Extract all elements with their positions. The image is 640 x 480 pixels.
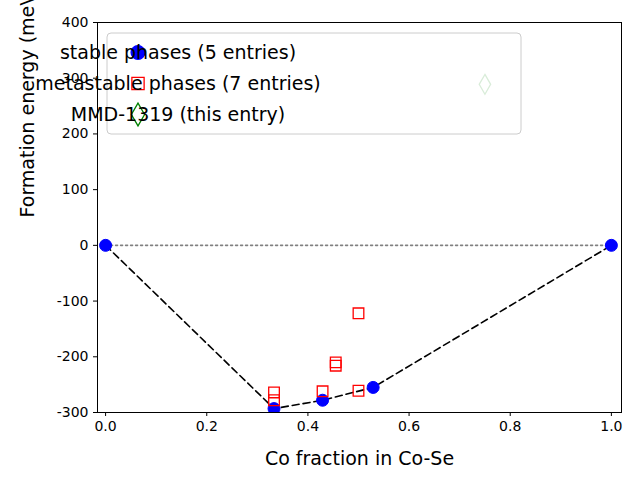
svg-text:-100: -100 xyxy=(57,293,89,309)
svg-text:-300: -300 xyxy=(57,404,89,420)
svg-text:Co fraction in Co-Se: Co fraction in Co-Se xyxy=(265,447,454,469)
svg-text:0.0: 0.0 xyxy=(94,418,116,434)
svg-text:400: 400 xyxy=(62,14,89,30)
svg-text:0.2: 0.2 xyxy=(196,418,218,434)
svg-text:100: 100 xyxy=(62,181,89,197)
svg-text:metastable phases (7 entries): metastable phases (7 entries) xyxy=(35,72,320,94)
svg-text:200: 200 xyxy=(62,125,89,141)
svg-text:0.4: 0.4 xyxy=(297,418,319,434)
svg-text:Formation energy (meV/atom): Formation energy (meV/atom) xyxy=(16,0,38,218)
svg-text:1.0: 1.0 xyxy=(600,418,622,434)
svg-text:0.8: 0.8 xyxy=(499,418,521,434)
svg-text:MMD-1319 (this entry): MMD-1319 (this entry) xyxy=(71,103,285,125)
svg-text:-200: -200 xyxy=(57,348,89,364)
svg-text:stable phases (5 entries): stable phases (5 entries) xyxy=(60,41,296,63)
svg-text:0: 0 xyxy=(80,237,89,253)
svg-text:0.6: 0.6 xyxy=(398,418,420,434)
